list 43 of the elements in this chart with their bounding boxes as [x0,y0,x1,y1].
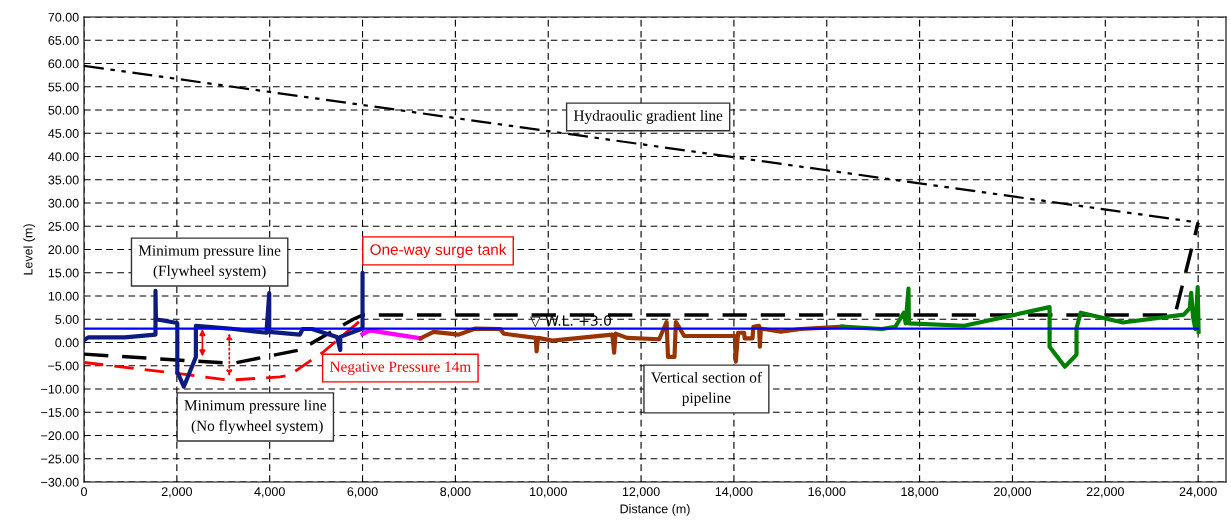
y-tick-label: −10.00 [41,384,79,394]
y-tick-label: −30.00 [41,477,79,487]
x-tick-label: 12,000 [622,487,660,498]
y-axis-title: Level (m) [23,224,35,275]
y-tick-label: −15.00 [41,408,79,417]
y-tick-label: 35.00 [48,175,79,185]
y-tick-label: 25.00 [48,222,79,231]
y-tick-label: 10.00 [48,291,79,301]
x-tick-label: 2,000 [161,487,192,498]
y-tick-label: −25.00 [41,454,79,464]
x-tick-label: 10,000 [530,487,567,498]
y-tick-label: 0.00 [55,338,79,348]
annotation: One-way surge tank [370,243,507,259]
y-tick-label: 55.00 [48,82,79,92]
y-tick-label: 60.00 [48,59,79,69]
y-tick-label: −20.00 [41,431,79,441]
x-tick-label: 20,000 [993,487,1032,498]
x-tick-label: 14,000 [715,487,753,498]
x-tick-label: 6,000 [347,487,378,498]
x-tick-label: 18,000 [901,487,939,498]
x-tick-label: 16,000 [808,487,846,498]
x-tick-label: 4,000 [254,487,285,498]
y-tick-label: 45.00 [48,129,79,138]
annotation: Hydraoulic gradient line [573,110,723,124]
x-tick-label: 24,000 [1179,487,1217,498]
x-axis-title: Distance (m) [620,504,690,516]
x-tick-label: 8,000 [440,487,471,498]
annotation: ▽ W.L. +3.0 [530,315,612,328]
y-tick-label: 70.00 [48,12,79,22]
annotation: Negative Pressure 14m [329,361,471,375]
x-tick-label: 22,000 [1086,487,1124,498]
annotation: Minimum pressure line (Flywheel system) [138,245,281,280]
y-tick-label: 20.00 [48,245,79,255]
x-tick-label: 0 [81,487,87,497]
y-tick-label: −5.00 [48,361,79,371]
y-tick-label: 65.00 [48,36,79,45]
annotation: Vertical section of pipeline [650,371,762,407]
y-tick-label: 30.00 [48,198,79,208]
y-tick-label: 50.00 [48,105,79,115]
annotation: Minimum pressure line (No flywheel system) [184,399,327,435]
y-tick-label: 15.00 [48,268,79,278]
y-tick-label: 40.00 [48,152,79,162]
y-tick-label: 5.00 [55,315,79,324]
